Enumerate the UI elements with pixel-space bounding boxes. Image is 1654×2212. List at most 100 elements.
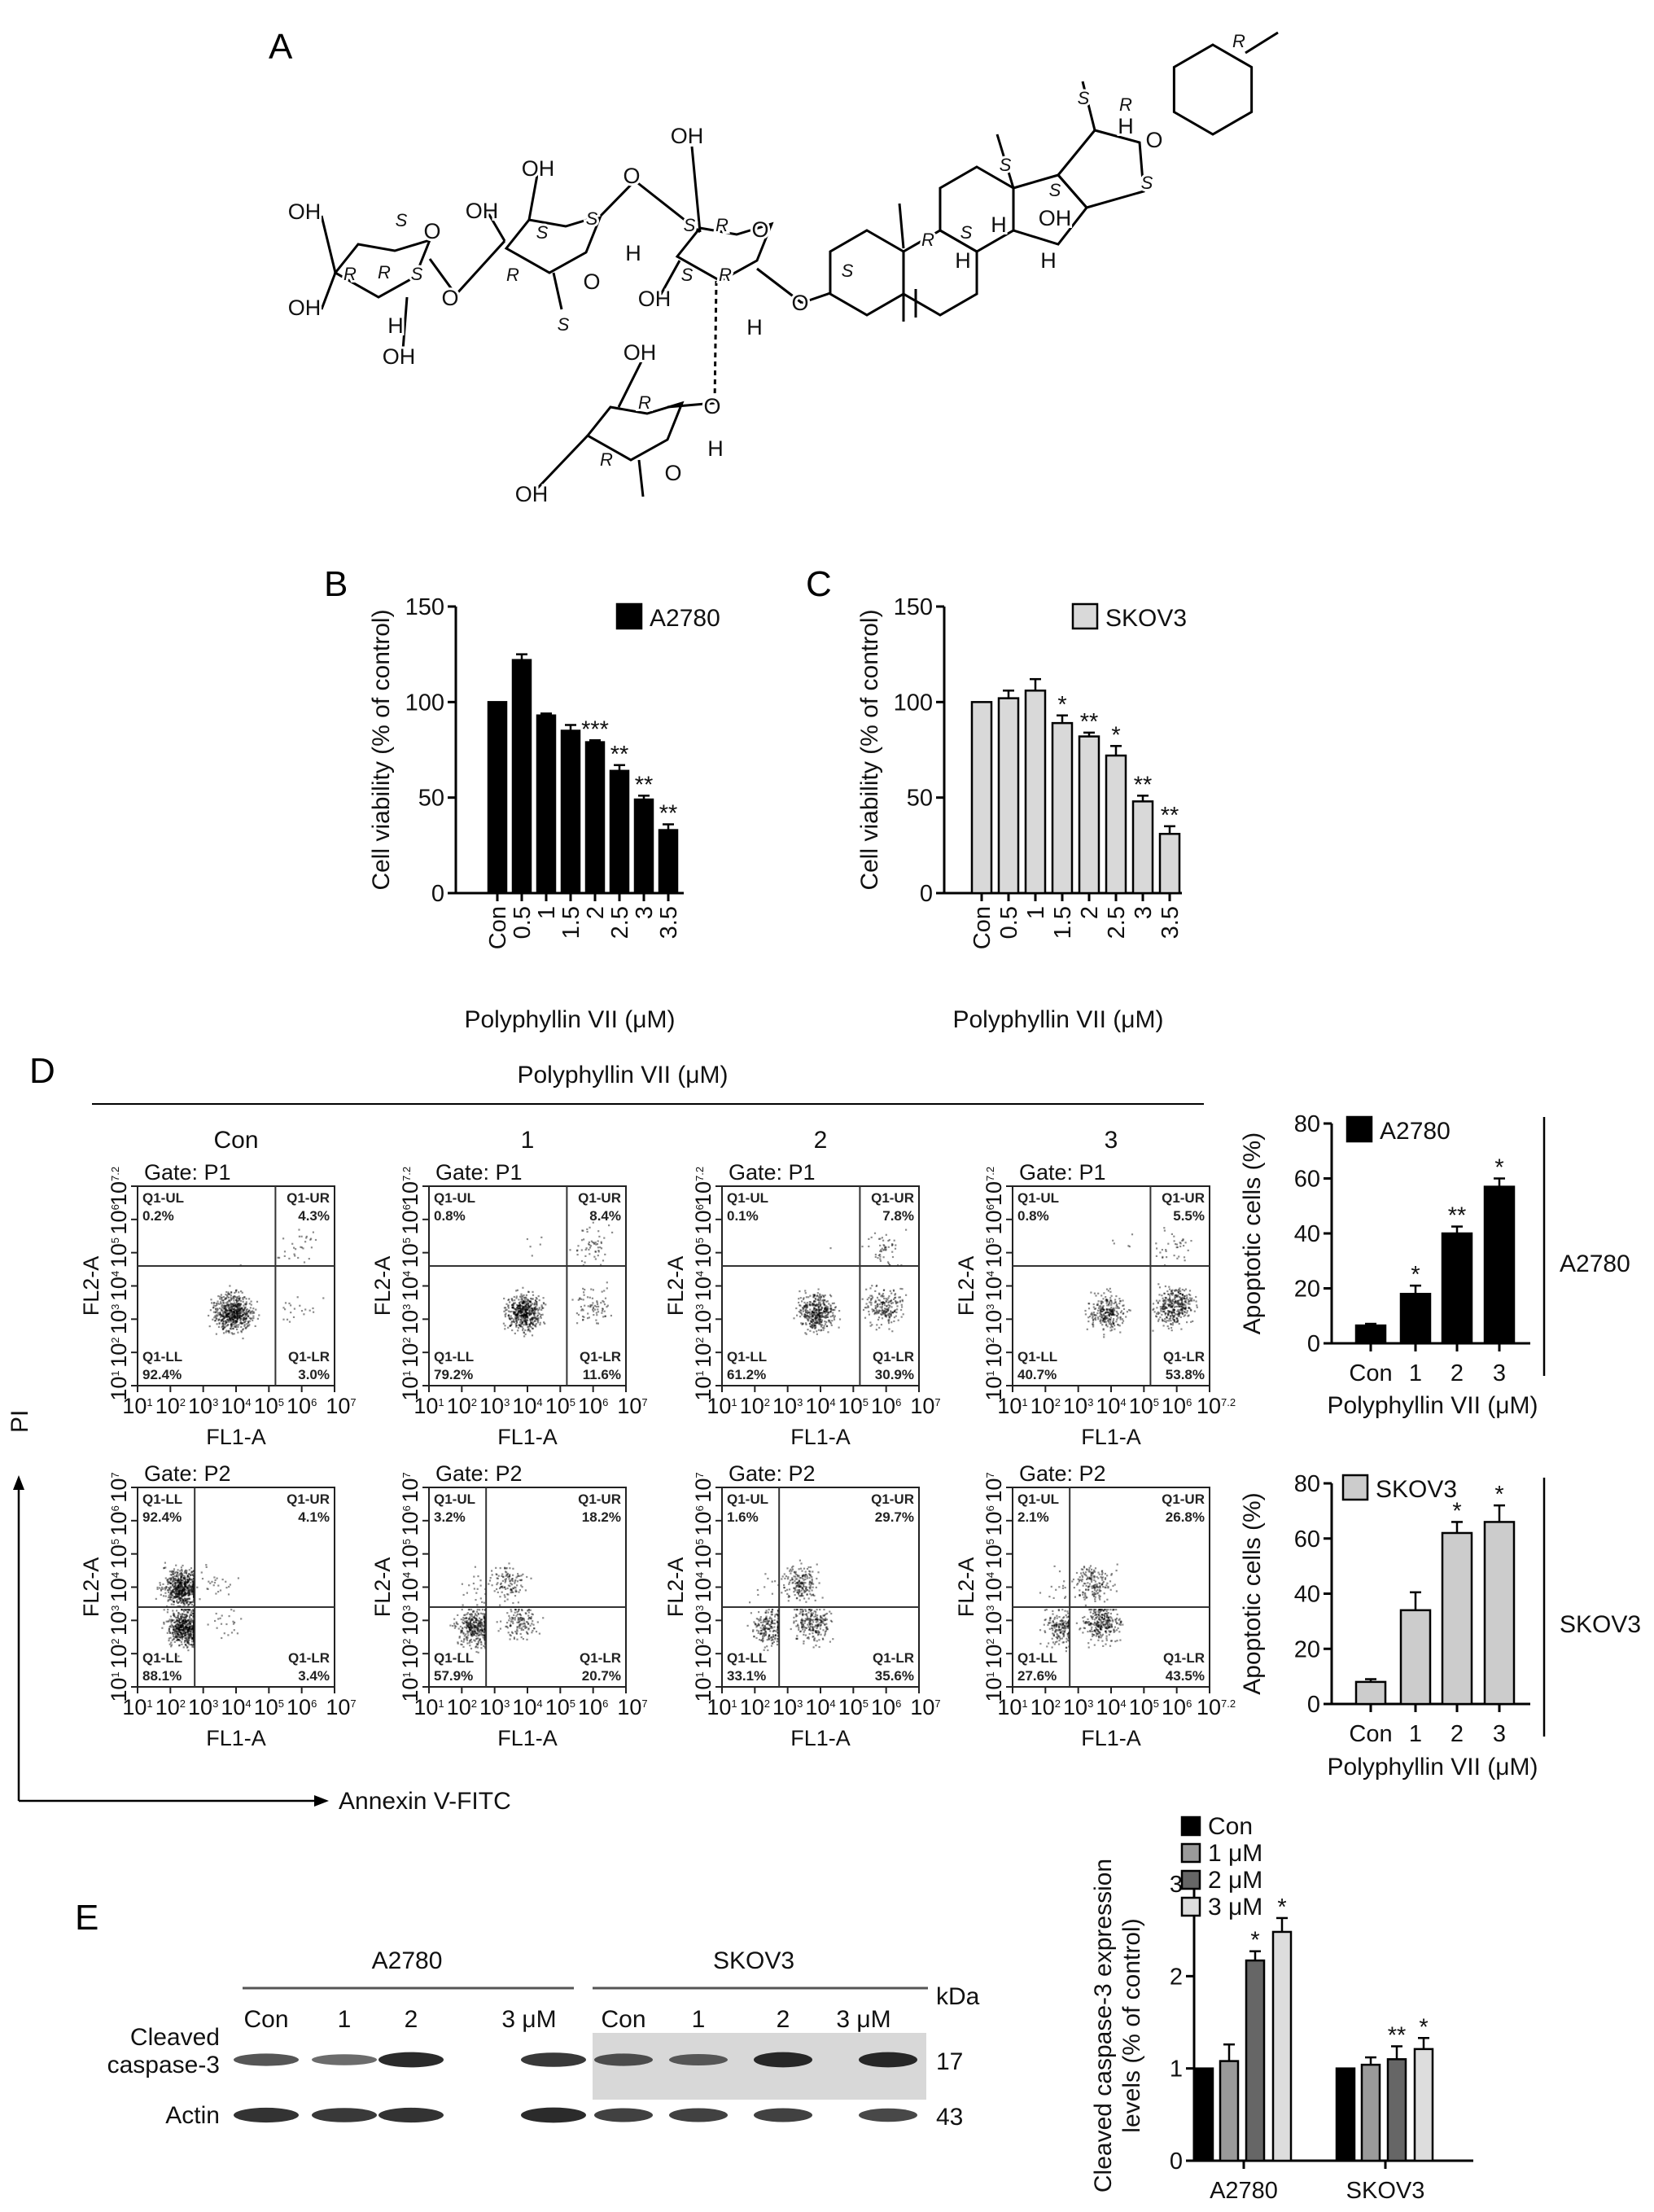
event-dot [184,1618,186,1621]
event-dot [184,1581,187,1583]
event-dot [872,1296,874,1299]
event-dot [223,1315,225,1317]
event-dot [1111,1313,1114,1316]
event-dot [233,1304,236,1307]
event-dot [177,1590,180,1592]
event-dot [180,1590,182,1592]
event-dot [465,1626,468,1628]
event-dot [800,1309,803,1312]
event-dot [1122,1299,1124,1302]
event-dot [188,1583,190,1586]
event-dot [190,1632,192,1636]
event-dot [882,1244,885,1246]
event-dot [237,1325,239,1328]
event-dot [877,1312,880,1314]
event-dot [179,1578,182,1580]
event-dot [1178,1305,1181,1308]
event-dot [290,1304,292,1307]
event-dot [481,1627,484,1629]
event-dot [174,1597,177,1599]
event-dot [516,1321,519,1323]
glycosidic-bond [667,401,715,409]
event-dot [177,1586,179,1588]
event-dot [187,1637,190,1640]
event-dot [523,1301,525,1303]
x-tick-label: 104 [805,1394,835,1418]
event-dot [244,1306,247,1308]
event-dot [295,1248,297,1251]
event-dot [238,1316,241,1319]
event-dot [192,1631,195,1633]
event-dot [1178,1311,1180,1313]
event-dot [173,1586,176,1588]
event-dot [177,1624,180,1627]
event-dot [825,1325,829,1328]
event-dot [530,1304,532,1307]
event-dot [1173,1311,1175,1313]
tick-exp: 7 [109,1472,121,1478]
event-dot [813,1318,816,1321]
event-dot [177,1623,180,1627]
event-dot [238,1291,240,1294]
event-dot [878,1292,881,1294]
event-dot [1104,1314,1106,1316]
event-dot [515,1295,518,1298]
event-dot [297,1256,300,1259]
event-dot [524,1314,527,1316]
event-dot [173,1578,175,1581]
event-dot [888,1307,890,1309]
plot-frame [428,1185,627,1386]
event-dot [236,1304,238,1307]
event-dot [470,1635,473,1637]
event-dot [1170,1301,1173,1303]
x-tick-label: 105 [838,1394,869,1418]
event-dot [466,1636,469,1639]
event-dot [530,1313,532,1316]
event-dot [529,1323,532,1325]
event-dot [476,1614,479,1617]
tick-base: 10 [982,1243,1006,1268]
event-dot [816,1294,819,1297]
y-axis-label: FL2-A [79,1557,103,1618]
event-dot [881,1306,883,1308]
event-dot [192,1587,195,1589]
event-dot [244,1320,247,1322]
event-dot [508,1562,510,1565]
event-dot [1164,1306,1167,1308]
event-dot [816,1304,818,1307]
event-dot [1119,1331,1122,1334]
event-dot [187,1640,190,1642]
event-dot [186,1626,188,1628]
event-dot [527,1628,530,1631]
event-dot [235,1304,238,1307]
event-dot [887,1319,890,1321]
event-dot [1177,1302,1179,1304]
event-dot [515,1325,518,1328]
structure-label: R [719,265,732,285]
event-dot [192,1577,195,1579]
event-dot [815,1324,817,1327]
event-dot [885,1299,887,1302]
event-dot [227,1323,230,1326]
event-dot [517,1618,519,1620]
event-dot [177,1639,179,1641]
event-dot [516,1613,519,1615]
event-dot [815,1308,817,1311]
event-dot [191,1580,194,1583]
event-dot [229,1327,231,1329]
event-dot [190,1589,193,1592]
event-dot [1105,1316,1107,1318]
event-dot [225,1315,227,1317]
event-dot [234,1291,236,1294]
event-dot [467,1634,470,1636]
event-dot [175,1593,177,1596]
bond [320,215,337,274]
event-dot [1111,1329,1114,1331]
event-dot [175,1589,177,1592]
event-dot [175,1623,177,1626]
event-dot [592,1306,595,1308]
event-dot [182,1619,185,1623]
event-dot [229,1303,231,1306]
event-dot [186,1620,189,1623]
event-dot [193,1583,195,1585]
